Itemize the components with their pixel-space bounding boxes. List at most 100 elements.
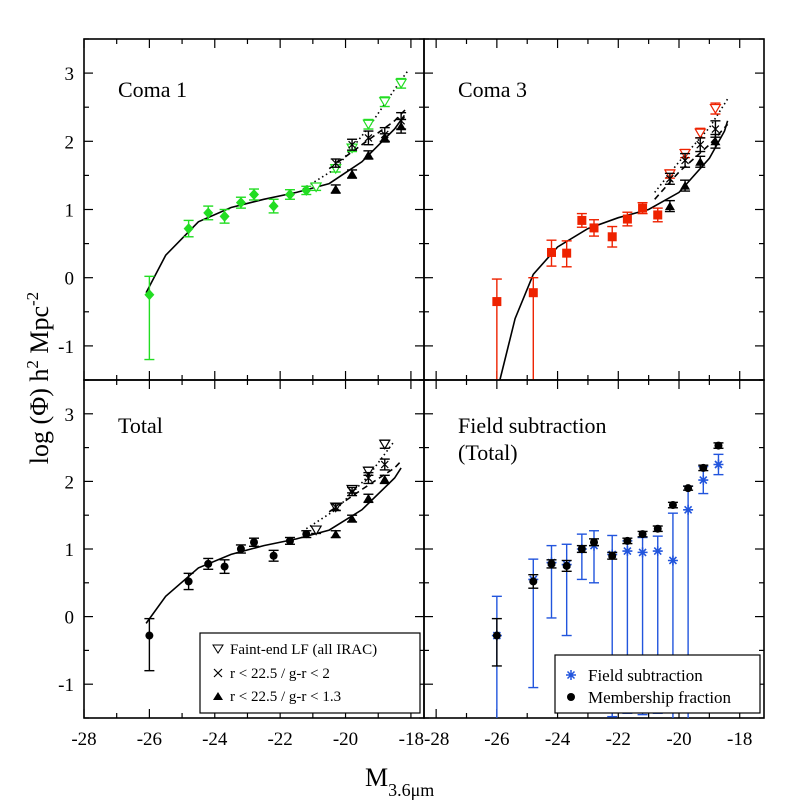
data-point-x [348,487,357,496]
x-axis-label-main: M [365,763,388,792]
y-axis-label-sup2: -2 [23,292,42,306]
legend-box [199,632,421,714]
legend-label-field-subtraction: Field subtraction [588,666,703,685]
data-point-diamond [284,188,295,200]
data-point-square [528,288,538,298]
y-axis-label-sup1: 2 [23,360,42,369]
legend-field: Field subtraction Membership fraction [554,654,761,714]
data-point-tri_down [395,78,408,90]
data-point-tri_down [378,439,391,450]
data-point-square [653,210,663,220]
data-point-tri_up [680,181,691,190]
data-point-tri_down [310,182,323,193]
data-point-star [652,546,663,557]
data-point-square [638,203,648,213]
x-tick-label-shared: -18-28 [399,729,450,750]
x-tick-label: -26 [137,729,162,750]
data-point-x [331,503,340,512]
x-tick-label: -18 [727,729,752,750]
y-tick-label: 1 [65,540,75,561]
data-point-circle [250,538,258,547]
data-point-x [331,159,340,168]
legend-marker-circle [567,693,575,701]
y-tick-label: 0 [65,608,75,629]
data-point-square [562,248,572,258]
data-point-star [683,504,694,515]
y-tick-label: 2 [65,132,75,153]
data-point-tri_up [664,201,675,211]
legend-label-triangle: r < 22.5 / g-r < 1.3 [230,689,341,705]
legend-label-faint-end: Faint-end LF (all IRAC) [230,642,377,658]
data-point-square [607,232,617,242]
x-axis-label: M3.6μm [365,763,434,800]
panel-plot-area [491,98,729,380]
data-point-tri_down [694,128,707,139]
data-point-tri_up [330,529,341,539]
legend-marker-star [566,670,576,680]
data-point-star [622,546,633,557]
data-point-circle [684,484,693,493]
data-point-star [713,459,724,470]
data-point-star [698,475,709,486]
y-tick-label: -1 [58,337,74,358]
y-tick-label: 0 [65,269,75,290]
panel-title-total: Total [118,413,163,438]
data-point-circle [204,559,213,568]
data-point-square [577,215,587,225]
data-point-diamond [249,188,259,200]
x-tick-label: -20 [333,729,358,750]
data-point-square [589,223,599,233]
x-tick-label: -28 [71,729,96,750]
data-point-circle [547,559,556,568]
data-point-tri_up [379,474,390,484]
legend-field-box [554,654,761,714]
data-point-circle [577,545,586,553]
data-point-circle [699,463,708,472]
fit-line-dashed [328,460,402,513]
data-point-circle [714,441,723,450]
fit-line-solid [145,114,406,294]
data-point-circle [220,562,229,571]
data-point-tri_down [709,103,722,115]
data-point-diamond [301,184,312,196]
fit-line-dashed [654,123,729,200]
y-tick-label: -1 [58,675,74,696]
data-point-circle [653,524,662,533]
data-point-x [380,460,389,469]
data-point-diamond [183,223,194,235]
data-point-circle [608,551,617,560]
data-point-circle [302,530,311,539]
data-point-x [364,474,373,482]
data-point-tri_up [363,150,374,159]
y-axis-label-mid: Mpc [25,306,54,360]
x-tick-label: -26 [484,729,509,750]
y-axis-label: log (Φ) h2 Mpc-2 [23,292,54,464]
x-tick-label: -22 [606,729,631,750]
legend-label-cross: r < 22.5 / g-r < 2 [230,666,330,682]
data-point-diamond [144,289,155,301]
data-point-diamond [219,210,230,222]
y-tick-label: 3 [65,64,75,85]
data-point-x [364,133,373,142]
y-axis-label-main: log (Φ) h [25,369,54,465]
data-point-diamond [203,207,214,219]
data-point-x [681,156,689,165]
x-tick-label: -20 [666,729,691,750]
svg-text:M3.6μm: M3.6μm [365,763,434,800]
data-point-square [622,214,632,224]
legend-total: Faint-end LF (all IRAC) r < 22.5 / g-r <… [199,632,421,714]
data-point-tri_down [362,466,375,477]
data-point-tri_up [330,184,341,194]
data-point-tri_up [347,169,358,179]
data-point-circle [529,577,538,586]
y-tick-label: 2 [65,472,75,493]
fit-line-dotted [302,70,409,190]
legend-marker-faint-end [212,644,224,654]
panel-title-coma1: Coma 1 [118,77,187,102]
data-point-circle [236,545,245,553]
data-point-diamond [268,200,279,212]
x-tick-label: -24 [202,729,228,750]
legend-label-membership: Membership fraction [588,688,732,707]
x-tick-label: -24 [545,729,571,750]
legend-marker-triangle [213,692,223,700]
